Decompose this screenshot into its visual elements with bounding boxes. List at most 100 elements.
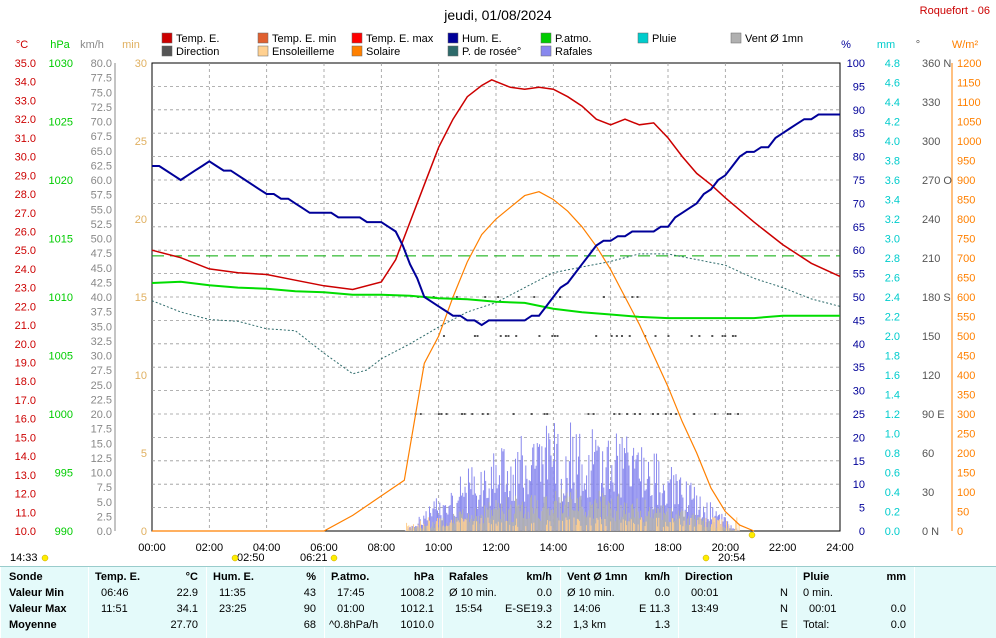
- sun-marker-icon: [330, 554, 338, 562]
- legend-swatch: [540, 45, 552, 57]
- temp-tick: 29.0: [15, 170, 36, 182]
- time-tick: 14:00: [540, 542, 568, 554]
- time-markers: 14:33 02:50 06:21 20:54: [10, 531, 756, 564]
- temp-tick: 20.0: [15, 339, 36, 351]
- rain-unit: mm: [877, 39, 895, 51]
- solar-tick: 950: [957, 156, 975, 168]
- pluie-max-time: 00:01: [809, 603, 837, 615]
- rafales-row1-value: 0.0: [536, 587, 552, 599]
- min-tick: 20: [135, 214, 147, 226]
- hum-tick: 55: [853, 269, 865, 281]
- sun-marker-icon: [41, 554, 49, 562]
- min-tick: 15: [135, 292, 147, 304]
- col-sonde: Sonde Valeur Min Valeur Max Moyenne: [0, 567, 88, 638]
- legend-swatch: [351, 45, 363, 57]
- wind-tick: 12.5: [91, 453, 112, 465]
- wind-tick: 35.0: [91, 321, 112, 333]
- solar-tick: 1100: [957, 97, 981, 109]
- direction-point: [512, 413, 515, 415]
- direction-point: [546, 413, 549, 415]
- wind-tick: 22.5: [91, 394, 112, 406]
- hum-tick: 15: [853, 456, 865, 468]
- direction-point: [602, 296, 605, 298]
- series-hum: [152, 113, 840, 327]
- vent-header: Vent Ø 1mn: [567, 571, 628, 583]
- pressure-tick: 1025: [49, 117, 73, 129]
- legend-label: Hum. E.: [462, 33, 502, 45]
- hum-tick: 35: [853, 362, 865, 374]
- col-vent: Vent Ø 1mn km/h Ø 10 min. 0.0 14:06 E 11.3 1…: [560, 567, 678, 638]
- temp-tick: 16.0: [15, 414, 36, 426]
- rain-tick: 4.6: [885, 78, 900, 90]
- hum-tick: 90: [853, 105, 865, 117]
- rain-tick: 0.6: [885, 468, 900, 480]
- wind-tick: 40.0: [91, 292, 112, 304]
- rain-tick: 1.8: [885, 351, 900, 363]
- wind-tick: 27.5: [91, 365, 112, 377]
- wind-tick: 10.0: [91, 468, 112, 480]
- pressure-tick: 1010: [49, 292, 73, 304]
- temp-tick: 11.0: [15, 507, 36, 519]
- series-2: [151, 280, 840, 320]
- temp-tick: 28.0: [15, 189, 36, 201]
- direction-point: [613, 413, 616, 415]
- patmo-trend: ^0.8hPa/h: [329, 619, 379, 631]
- rain-tick: 0.4: [885, 487, 900, 499]
- direction-point: [657, 413, 660, 415]
- rain-tick: 3.6: [885, 175, 900, 187]
- min-unit: min: [122, 39, 140, 51]
- sun-marker-icon: [748, 531, 756, 539]
- solar-tick: 500: [957, 331, 975, 343]
- legend-swatch: [447, 45, 459, 57]
- rafales-unit: km/h: [526, 571, 552, 583]
- marker-label-4: 20:54: [718, 552, 746, 564]
- direction-point: [595, 335, 598, 337]
- pluie-row1-label: 0 min.: [803, 587, 833, 599]
- rain-tick: 1.6: [885, 370, 900, 382]
- direction-point: [626, 413, 629, 415]
- min-tick: 10: [135, 370, 147, 382]
- vent-max-dir: E: [639, 603, 647, 615]
- time-tick: 08:00: [368, 542, 396, 554]
- solar-tick: 100: [957, 487, 975, 499]
- direction-point: [530, 413, 533, 415]
- legend-label: Ensoleilleme: [272, 46, 334, 58]
- series-0: [151, 78, 841, 291]
- direction-point: [497, 296, 500, 298]
- solar-tick: 550: [957, 312, 975, 324]
- min-tick: 0: [141, 526, 147, 538]
- temp-tick: 15.0: [15, 432, 36, 444]
- hum-unit: %: [841, 39, 851, 51]
- rafales-header: Rafales: [449, 571, 489, 583]
- hum-tick: 5: [859, 503, 865, 515]
- time-tick: 22:00: [769, 542, 797, 554]
- direction-point: [664, 413, 667, 415]
- temp-tick: 27.0: [15, 208, 36, 220]
- dir-tick: 150: [922, 331, 940, 343]
- direction-point: [504, 335, 507, 337]
- temp-tick: 13.0: [15, 470, 36, 482]
- rafales-max-dir: E-SE: [505, 603, 531, 615]
- dir-tick: 360 N: [922, 58, 951, 70]
- pluie-max-value: 0.0: [890, 603, 906, 615]
- hum-tick: 95: [853, 81, 865, 93]
- pluie-unit: mm: [886, 571, 906, 583]
- pluie-total-label: Total:: [803, 619, 830, 631]
- wind-tick: 30.0: [91, 351, 112, 363]
- pluie-total-value: 0.0: [890, 619, 906, 631]
- direction-point: [442, 335, 445, 337]
- time-tick: 04:00: [253, 542, 281, 554]
- legend-label: Solaire: [366, 46, 400, 58]
- solar-tick: 850: [957, 195, 975, 207]
- wind-tick: 60.0: [91, 175, 112, 187]
- patmo-unit: hPa: [413, 571, 434, 583]
- wind-tick: 57.5: [91, 190, 112, 202]
- wind-unit: km/h: [80, 39, 104, 51]
- temp-tick: 30.0: [15, 152, 36, 164]
- hum-min-time: 11:35: [219, 587, 246, 599]
- direction-point: [636, 296, 639, 298]
- direction-point: [499, 335, 502, 337]
- direction-point: [463, 413, 466, 415]
- direction-point: [670, 413, 673, 415]
- legend-swatch: [730, 32, 742, 44]
